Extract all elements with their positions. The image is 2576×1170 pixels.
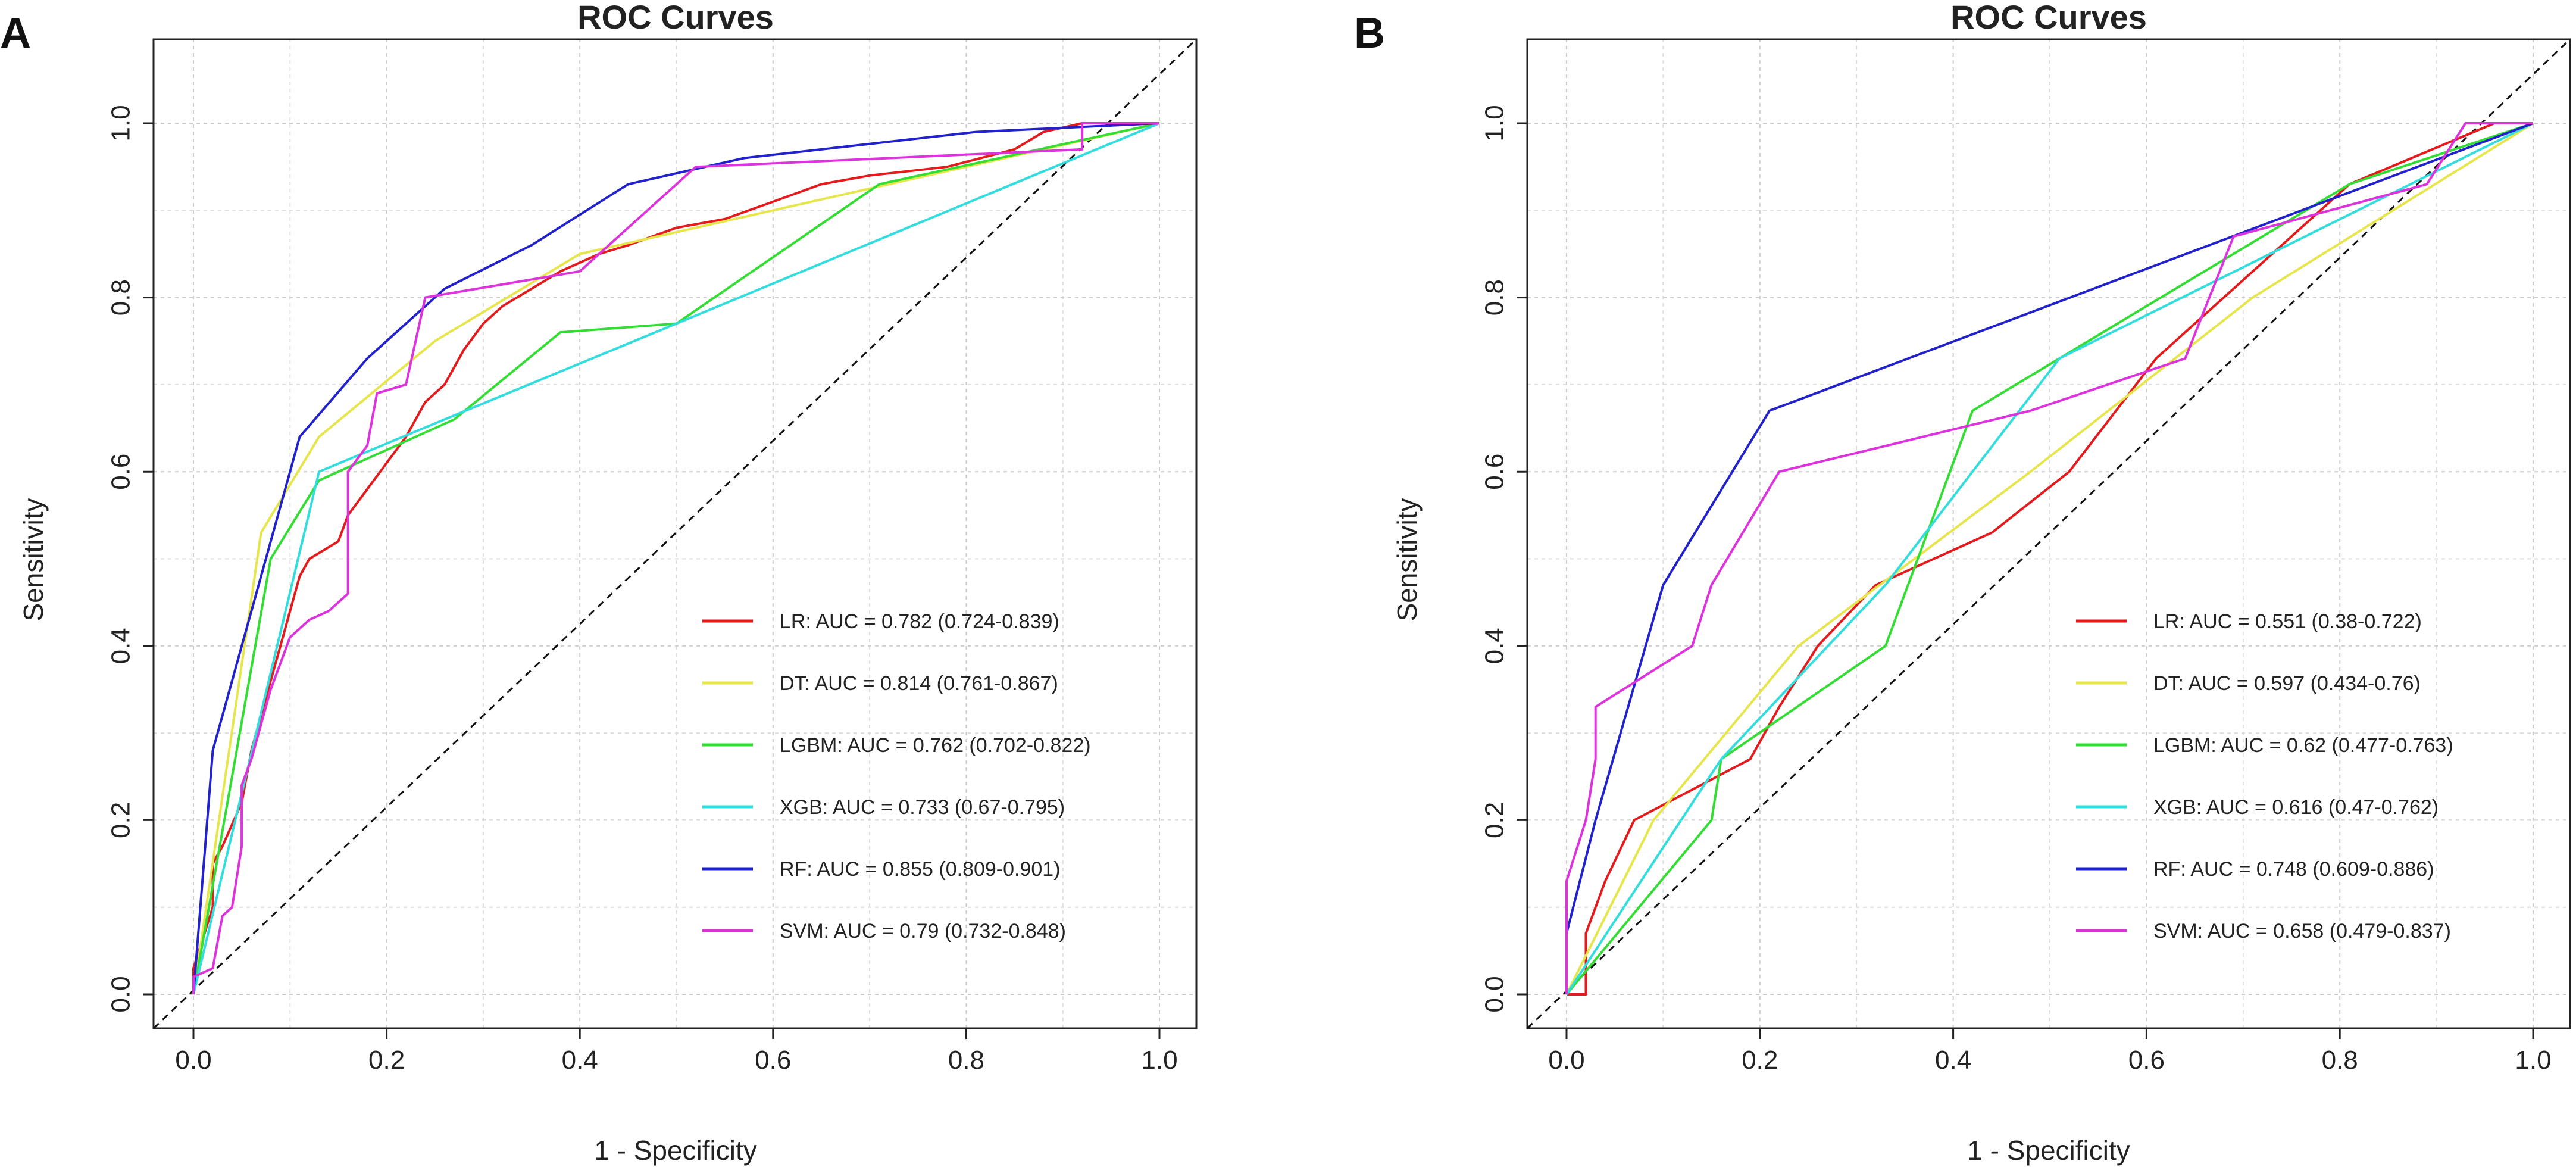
x-axis-label: 1 - Specificity [1967,1135,2130,1166]
y-tick-label: 1.0 [1480,105,1509,141]
x-tick-label: 1.0 [2515,1046,2551,1075]
legend-entry-svm: SVM: AUC = 0.658 (0.479-0.837) [2153,920,2451,943]
x-tick-label: 0.0 [1548,1046,1584,1075]
legend-entry-dt: DT: AUC = 0.814 (0.761-0.867) [780,672,1058,695]
legend-entry-lgbm: LGBM: AUC = 0.762 (0.702-0.822) [780,734,1091,757]
x-axis-label: 1 - Specificity [594,1135,757,1166]
plot-frame [152,38,1198,1029]
plot-frame [1526,38,2571,1029]
x-tick-label: 0.8 [948,1046,984,1075]
y-tick-label: 1.0 [107,105,136,141]
y-axis-label: Sensitivity [18,498,49,621]
x-tick-label: 0.2 [1742,1046,1778,1075]
legend-entry-rf: RF: AUC = 0.748 (0.609-0.886) [2153,858,2434,881]
legend-entry-svm: SVM: AUC = 0.79 (0.732-0.848) [780,920,1066,943]
roc-curve-xgb [192,122,1160,995]
x-tick-label: 1.0 [1141,1046,1177,1075]
x-tick-label: 0.6 [2128,1046,2165,1075]
legend-entry-rf: RF: AUC = 0.855 (0.809-0.901) [780,858,1061,881]
y-tick-label: 0.8 [107,279,136,316]
x-tick-label: 0.0 [175,1046,211,1075]
roc-curve-svm [1565,122,2533,994]
y-tick-label: 0.4 [107,628,136,664]
x-tick-label: 0.8 [2322,1046,2358,1075]
roc-curve-dt [1565,122,2534,995]
chart-panel-a: 0.0 0.2 0.4 0.6 0.8 1.0 0.0 0.2 0.4 0.6 0.8 1.0 LR: … [0,0,1198,1166]
legend-entry-xgb: XGB: AUC = 0.616 (0.47-0.762) [2153,796,2439,819]
panel-label: A [0,10,31,57]
x-tick-label: 0.4 [562,1046,598,1075]
x-tick-label: 0.2 [368,1046,405,1075]
y-tick-label: 0.2 [107,802,136,838]
legend-entry-dt: DT: AUC = 0.597 (0.434-0.76) [2153,672,2421,695]
x-tick-label: 0.4 [1935,1046,1971,1075]
y-tick-label: 0.0 [107,976,136,1012]
y-tick-label: 0.4 [1480,628,1509,664]
panel-label: B [1354,10,1385,57]
chart-panel-b: 0.0 0.2 0.4 0.6 0.8 1.0 0.0 0.2 0.4 0.6 0.8 1.0 LR: … [1354,0,2571,1166]
legend-entry-lr: LR: AUC = 0.782 (0.724-0.839) [780,610,1059,633]
y-tick-label: 0.2 [1480,802,1509,838]
chart-title: ROC Curves [577,0,774,36]
roc-curve-rf [192,122,1160,995]
y-tick-label: 0.0 [1480,976,1509,1012]
y-tick-label: 0.8 [1480,279,1509,316]
y-tick-label: 0.6 [107,454,136,490]
y-axis-label: Sensitivity [1392,498,1423,621]
chart-title: ROC Curves [1950,0,2147,36]
legend-entry-lr: LR: AUC = 0.551 (0.38-0.722) [2153,610,2422,633]
roc-curve-dt [192,122,1160,995]
roc-curve-svm [192,122,1159,994]
reference-diagonal-line [152,38,1198,1029]
roc-curve-lr [1567,122,2533,996]
legend-entry-lgbm: LGBM: AUC = 0.62 (0.477-0.763) [2153,734,2453,757]
roc-curve-lgbm [192,122,1160,995]
reference-diagonal-line [1526,38,2571,1029]
x-tick-label: 0.6 [755,1046,791,1075]
legend-entry-xgb: XGB: AUC = 0.733 (0.67-0.795) [780,796,1065,819]
y-tick-label: 0.6 [1480,454,1509,490]
